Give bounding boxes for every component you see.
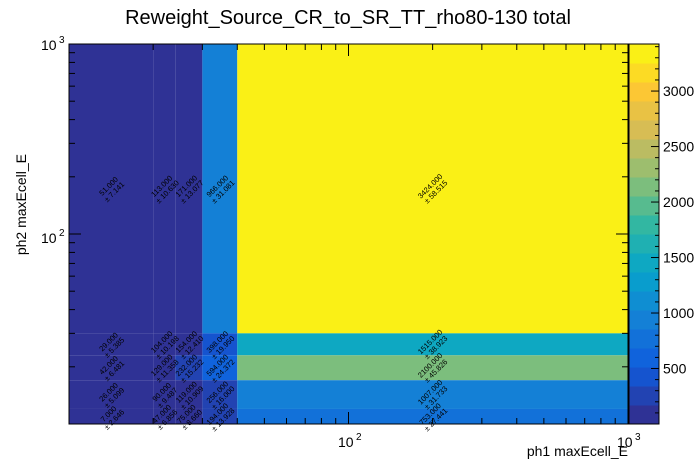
colorbar-tick-label: 3000 [663,83,694,99]
heatmap-cell [153,408,176,424]
heatmap-cell [202,355,238,381]
heatmap-cell [202,380,238,409]
x-axis-ticks [68,44,629,424]
colorbar-segment [629,215,659,235]
x-tick-label-1000: 10 [617,434,633,450]
heatmap-cell [237,408,629,424]
colorbar-tick-label: 2000 [663,194,694,210]
heatmap-cell [175,44,203,334]
heatmap-cells [69,44,629,424]
heatmap-cell [153,333,176,356]
colorbar-segment [629,234,659,254]
heatmap-cell [237,355,629,381]
colorbar-segment [629,177,659,197]
heatmap-cell [175,355,203,381]
colorbar-tick-label: 1000 [663,305,694,321]
y-axis-label: ph2 maxEcell_E [13,154,29,255]
colorbar-segment [629,120,659,140]
colorbar-segment [629,329,659,349]
colorbar-segment [629,63,659,83]
x-axis-label: ph1 maxEcell_E [527,443,628,459]
colorbar-frame [628,43,660,425]
colorbar-segment [629,272,659,292]
y-tick-exp-1000: 3 [59,35,65,46]
heatmap-cell [69,355,154,381]
heatmap-cell [175,380,203,409]
colorbar-tick-label: 1500 [663,250,694,266]
colorbar-segment [629,367,659,387]
colorbar-ticks: 500 1000 1500 2000 2500 3000 [651,46,694,414]
heatmap-cell [69,408,154,424]
chart-title: Reweight_Source_CR_to_SR_TT_rho80-130 to… [125,7,571,29]
heatmap-cell [69,333,154,356]
colorbar-segment [629,82,659,102]
y-axis-ticks [69,43,628,425]
y-tick-exp-100: 2 [59,228,65,239]
colorbar-tick-label: 500 [663,361,687,377]
colorbar-segment [629,253,659,273]
colorbar-segment [629,44,659,64]
colorbar-segment [629,405,659,425]
heatmap-cell [237,380,629,409]
x-tick-exp-100: 2 [356,432,362,443]
colorbar-segment [629,348,659,368]
y-tick-label-1000: 10 [41,37,57,53]
colorbar-tick-label: 2500 [663,139,694,155]
heatmap-cell [202,44,238,334]
heatmap-cell [237,333,629,356]
x-tick-exp-1000: 3 [635,432,641,443]
colorbar-segment [629,386,659,406]
heatmap-cell [153,380,176,409]
colorbar [629,44,659,425]
colorbar-segment [629,101,659,121]
y-tick-label-100: 10 [41,230,57,246]
colorbar-segment [629,139,659,159]
heatmap-cell [202,333,238,356]
colorbar-segment [629,291,659,311]
heatmap-cell [202,408,238,424]
heatmap-cell [237,44,629,334]
colorbar-segment [629,196,659,216]
colorbar-segment [629,310,659,330]
heatmap-cell [153,355,176,381]
x-tick-label-100: 10 [338,434,354,450]
colorbar-segment [629,158,659,178]
heatmap-cell [69,380,154,409]
heatmap-cell [153,44,176,334]
heatmap-cell [175,408,203,424]
heatmap-cell [175,333,203,356]
heatmap-cell [69,44,154,334]
